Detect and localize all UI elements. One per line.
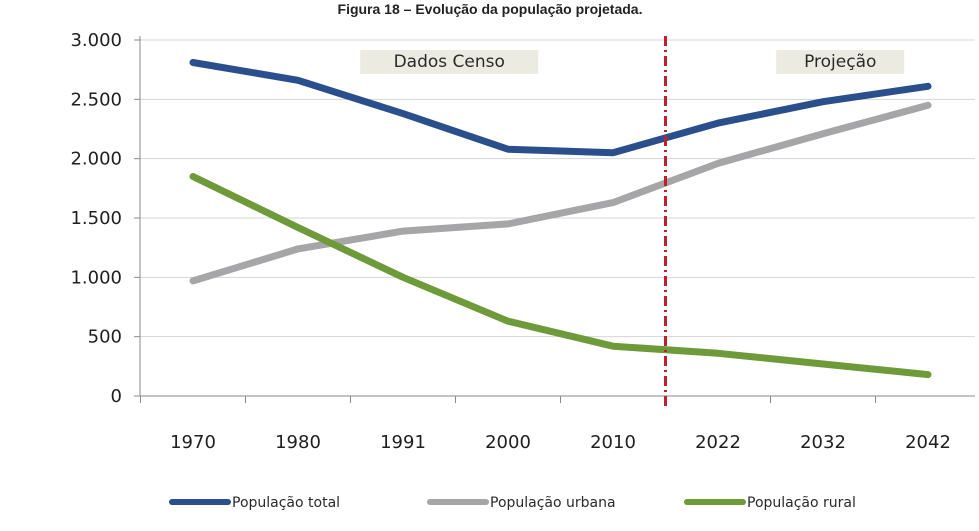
y-tick-label: 0 xyxy=(111,386,122,407)
x-tick-label: 1970 xyxy=(170,432,216,453)
region-label-box xyxy=(776,50,905,74)
x-tick-label: 2000 xyxy=(485,432,531,453)
x-tick-label: 2042 xyxy=(905,432,951,453)
figure-caption: Figura 18 – Evolução da população projet… xyxy=(338,1,643,17)
legend: População total População urbana População… xyxy=(169,495,856,511)
region-label: Projeção xyxy=(804,52,876,72)
x-tick-label: 1980 xyxy=(275,432,321,453)
axes: 0 500 1.000 1.500 2.000 2.500 3.000 1970 1980 199… xyxy=(70,30,975,453)
x-tick-label: 2022 xyxy=(695,432,741,453)
legend-label: População rural xyxy=(747,495,856,511)
x-tick-label: 1991 xyxy=(380,432,426,453)
legend-label: População total xyxy=(232,495,340,511)
y-tick-label: 500 xyxy=(88,327,122,348)
y-tick-label: 2.500 xyxy=(70,89,122,110)
series-line xyxy=(189,101,932,285)
gridlines xyxy=(140,39,975,338)
x-tick-label: 2032 xyxy=(800,432,846,453)
x-tick-label: 2010 xyxy=(590,432,636,453)
region-label: Dados Censo xyxy=(394,52,505,72)
y-tick-label: 2.000 xyxy=(70,149,122,170)
y-tick-label: 3.000 xyxy=(70,30,122,51)
legend-label: População urbana xyxy=(490,495,616,511)
y-tick-label: 1.500 xyxy=(70,208,122,229)
region-labels: Dados Censo Projeção xyxy=(360,50,905,74)
y-tick-label: 1.000 xyxy=(70,267,122,288)
region-label-box xyxy=(360,50,539,74)
series-line xyxy=(189,59,932,157)
series-lines xyxy=(189,59,932,379)
series-line xyxy=(189,173,932,379)
